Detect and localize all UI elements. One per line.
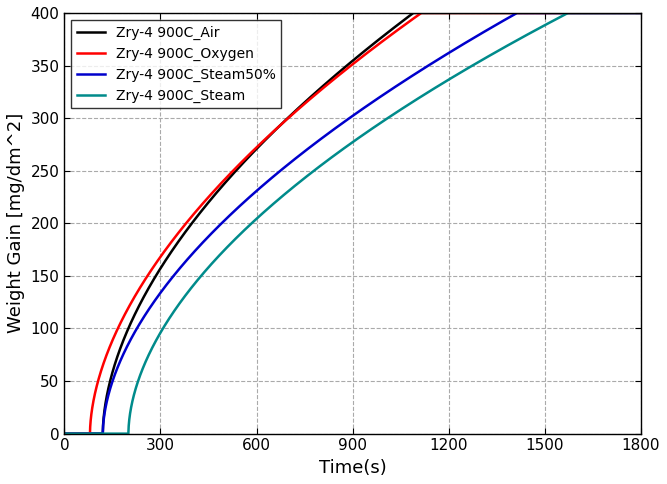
Zry-4 900C_Steam50% [513, 10, 521, 16]
Zry-4 900C_Oxygen [281, 119, 289, 124]
Zry-4 900C_Oxygen [418, 10, 426, 16]
Zry-4 900C_Air [165, 252, 173, 258]
Zry-4 900C_Air [60, 431, 68, 437]
Line: Zry-4 900C_Steam50%: Zry-4 900C_Steam50% [64, 13, 641, 434]
Zry-4 900C_Air [436, 10, 444, 16]
Zry-4 900C_Oxygen [637, 10, 645, 16]
Zry-4 900C_Steam [534, 26, 542, 31]
Zry-4 900C_Steam [637, 10, 645, 16]
Zry-4 900C_Steam50% [637, 10, 645, 16]
Zry-4 900C_Steam [165, 316, 173, 321]
X-axis label: Time(s): Time(s) [319, 459, 386, 477]
Zry-4 900C_Air [281, 118, 289, 124]
Zry-4 900C_Air [410, 10, 418, 16]
Line: Zry-4 900C_Air: Zry-4 900C_Air [64, 13, 641, 434]
Zry-4 900C_Air [534, 10, 542, 16]
Zry-4 900C_Oxygen [406, 18, 414, 24]
Zry-4 900C_Steam50% [490, 23, 498, 29]
Zry-4 900C_Oxygen [436, 10, 444, 16]
Zry-4 900C_Steam50% [406, 74, 414, 80]
Zry-4 900C_Steam [281, 191, 289, 197]
Zry-4 900C_Steam [490, 50, 498, 56]
Y-axis label: Weight Gain [mg/dm^2]: Weight Gain [mg/dm^2] [7, 113, 25, 333]
Zry-4 900C_Steam50% [534, 10, 542, 16]
Zry-4 900C_Steam50% [436, 56, 444, 61]
Zry-4 900C_Steam [406, 101, 414, 106]
Zry-4 900C_Oxygen [60, 431, 68, 437]
Legend: Zry-4 900C_Air, Zry-4 900C_Oxygen, Zry-4 900C_Steam50%, Zry-4 900C_Steam: Zry-4 900C_Air, Zry-4 900C_Oxygen, Zry-4… [71, 20, 281, 108]
Zry-4 900C_Steam [564, 10, 572, 16]
Zry-4 900C_Steam50% [60, 431, 68, 437]
Zry-4 900C_Oxygen [165, 242, 173, 248]
Zry-4 900C_Air [637, 10, 645, 16]
Zry-4 900C_Oxygen [534, 10, 542, 16]
Line: Zry-4 900C_Oxygen: Zry-4 900C_Oxygen [64, 13, 641, 434]
Zry-4 900C_Steam [60, 431, 68, 437]
Zry-4 900C_Air [406, 13, 414, 18]
Zry-4 900C_Steam50% [165, 279, 173, 285]
Zry-4 900C_Steam [436, 82, 444, 88]
Zry-4 900C_Air [491, 10, 499, 16]
Zry-4 900C_Steam50% [281, 165, 289, 170]
Line: Zry-4 900C_Steam: Zry-4 900C_Steam [64, 13, 641, 434]
Zry-4 900C_Oxygen [491, 10, 499, 16]
